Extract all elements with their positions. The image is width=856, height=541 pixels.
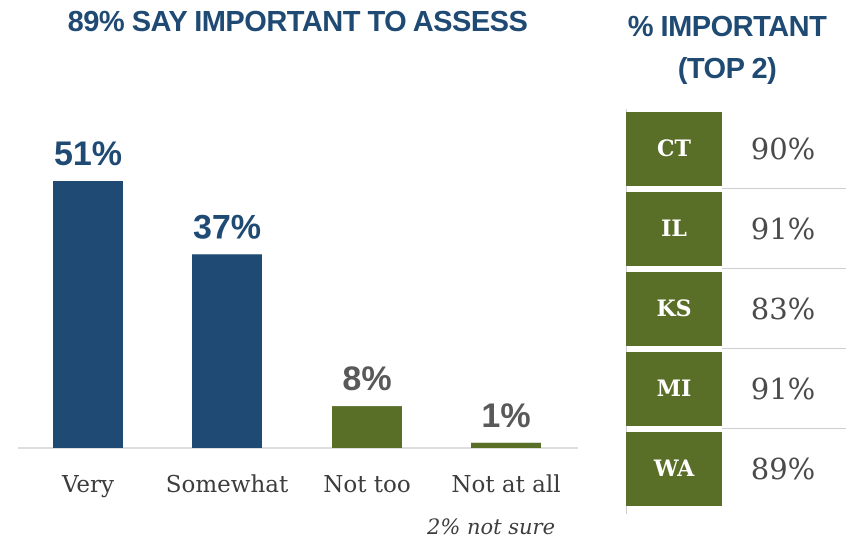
state-row-ct: CT 90% — [626, 109, 846, 189]
not-sure-note: 2% not sure — [426, 515, 555, 539]
state-value: 90% — [750, 132, 816, 166]
bar-very — [53, 181, 123, 448]
bar-value-label: 1% — [481, 397, 530, 435]
row-divider — [722, 188, 846, 189]
state-label: CT — [626, 112, 722, 186]
state-row-ks: KS 83% — [626, 269, 846, 349]
state-importance-table: CT 90% IL 91% KS 83% MI 91% WA 89% — [626, 109, 846, 509]
state-value: 91% — [750, 372, 816, 406]
category-label: Not at all — [451, 472, 560, 498]
bar-chart: 2% not sure 51% Very 37% Somewhat 8% Not too 1… — [18, 135, 578, 539]
category-label: Somewhat — [166, 472, 289, 498]
category-label: Not too — [323, 472, 410, 498]
bar-value-label: 51% — [54, 135, 122, 173]
bar-not-at-all — [471, 442, 541, 448]
state-value: 91% — [750, 212, 816, 246]
state-row-mi: MI 91% — [626, 349, 846, 429]
category-label: Very — [61, 472, 114, 498]
state-label: KS — [626, 272, 722, 346]
state-table-title-line2: (TOP 2) — [677, 53, 777, 85]
state-table-title: % IMPORTANT (TOP 2) — [612, 6, 842, 90]
chart-title: 89% SAY IMPORTANT TO ASSESS — [67, 6, 528, 38]
row-divider — [722, 348, 846, 349]
state-label: IL — [626, 192, 722, 266]
state-label: MI — [626, 352, 722, 426]
bar-not-too — [332, 406, 402, 448]
state-table-title-line1: % IMPORTANT — [627, 11, 827, 43]
state-value: 83% — [750, 292, 816, 326]
row-divider — [722, 268, 846, 269]
state-row-wa: WA 89% — [626, 429, 846, 509]
bar-somewhat — [192, 254, 262, 448]
bar-value-label: 37% — [193, 208, 261, 246]
state-row-il: IL 91% — [626, 189, 846, 269]
row-divider — [722, 428, 846, 429]
bar-value-label: 8% — [342, 360, 391, 398]
state-value: 89% — [750, 452, 816, 486]
state-label: WA — [626, 432, 722, 506]
